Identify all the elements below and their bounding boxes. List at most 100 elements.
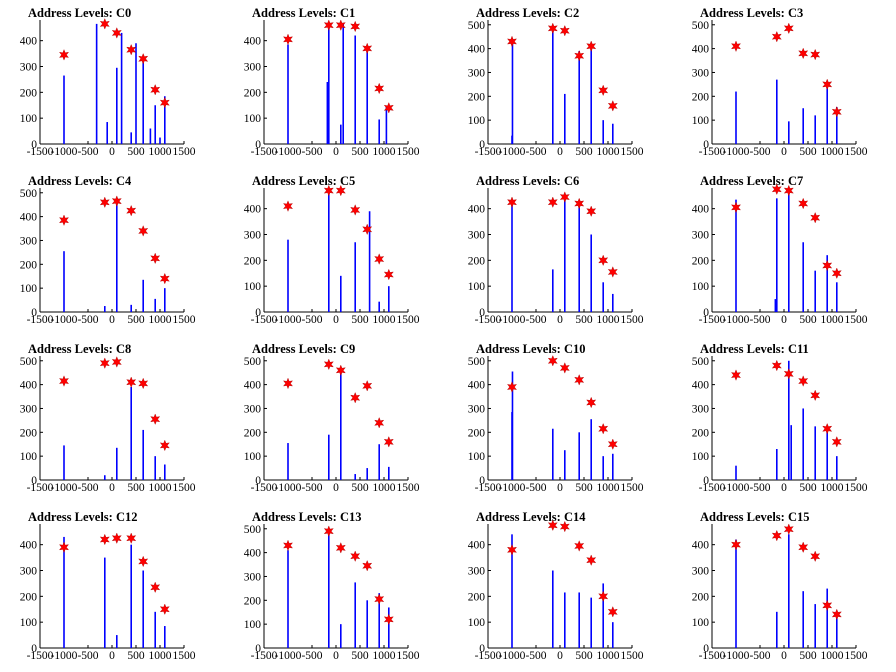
bar <box>802 242 804 312</box>
x-tick-label: 500 <box>575 482 593 494</box>
chart-title: Address Levels: C12 <box>28 510 138 524</box>
x-tick-label: -1000 <box>275 650 302 662</box>
y-tick-label: 500 <box>244 356 262 368</box>
y-tick-label: 300 <box>468 566 486 578</box>
star-icon <box>335 184 346 197</box>
y-tick-label: 200 <box>692 427 710 439</box>
x-tick-label: 500 <box>351 314 369 326</box>
star-icon <box>810 211 821 224</box>
star-icon <box>283 377 293 390</box>
star-icon <box>771 183 782 196</box>
bar <box>836 456 838 480</box>
x-tick-label: 1500 <box>397 650 420 662</box>
x-tick-label: -1500 <box>27 314 54 326</box>
star-icon <box>362 223 373 236</box>
y-tick-label: 0 <box>703 475 709 487</box>
y-tick-label: 200 <box>468 427 486 439</box>
bar <box>735 465 737 480</box>
y-tick-label: 300 <box>244 571 262 583</box>
star-icon <box>126 204 137 217</box>
star-icon <box>783 22 794 35</box>
x-tick-label: -1500 <box>475 650 502 662</box>
chart-panel-4: Address Levels: C4 0 100 200 300 400 500 -1500-… <box>0 168 224 336</box>
chart-title: Address Levels: C1 <box>252 6 356 20</box>
y-tick-label: 100 <box>468 617 486 629</box>
y-tick-label: 300 <box>692 566 710 578</box>
x-tick-label: -500 <box>525 650 546 662</box>
bar <box>836 107 838 144</box>
bar <box>590 234 592 312</box>
y-tick-label: 500 <box>692 20 710 32</box>
y-tick-label: 0 <box>479 307 485 319</box>
x-tick-label: -1000 <box>275 314 302 326</box>
x-tick-label: 0 <box>557 482 563 494</box>
y-tick-label: 0 <box>255 643 261 655</box>
bar <box>63 536 65 648</box>
x-tick-label: -1000 <box>51 314 78 326</box>
x-tick-label: -500 <box>749 482 770 494</box>
x-tick-label: -1000 <box>51 482 78 494</box>
x-tick-label: 500 <box>127 482 145 494</box>
star-icon <box>607 438 618 450</box>
star-icon <box>59 541 69 554</box>
bar <box>120 32 123 144</box>
star-icon <box>138 225 149 237</box>
star-icon <box>586 40 597 52</box>
x-tick-label: -500 <box>525 482 546 494</box>
x-tick-label: 1000 <box>821 146 844 158</box>
star-icon <box>831 267 842 280</box>
y-tick-label: 500 <box>244 524 262 536</box>
x-tick-label: -1000 <box>723 314 750 326</box>
bar <box>590 419 592 480</box>
bar <box>578 51 580 144</box>
y-tick-label: 400 <box>692 380 710 392</box>
star-icon <box>731 538 741 551</box>
bar <box>328 190 330 312</box>
bar <box>142 58 144 144</box>
x-tick-label: 1500 <box>173 146 196 158</box>
chart-title: Address Levels: C4 <box>28 174 132 188</box>
bar <box>287 44 289 144</box>
bar <box>564 93 566 144</box>
bar <box>164 464 166 480</box>
x-tick-label: 1500 <box>621 482 644 494</box>
star-icon <box>598 84 609 97</box>
x-tick-label: -1500 <box>251 146 278 158</box>
x-tick-label: 500 <box>799 482 817 494</box>
star-icon <box>559 191 570 203</box>
star-icon <box>783 368 794 380</box>
x-tick-label: -1500 <box>475 314 502 326</box>
y-tick-label: 300 <box>244 230 262 242</box>
y-tick-label: 500 <box>468 356 486 368</box>
star-icon <box>586 205 597 218</box>
bar <box>378 119 380 144</box>
x-tick-label: 1000 <box>821 314 844 326</box>
star-icon <box>150 83 161 96</box>
star-icon <box>771 359 782 372</box>
bar <box>564 450 566 480</box>
y-tick-label: 300 <box>20 235 38 247</box>
star-icon <box>831 436 842 448</box>
star-icon <box>126 376 137 388</box>
x-tick-label: -500 <box>749 146 770 158</box>
bar <box>511 534 513 648</box>
chart-panel-7: Address Levels: C7 0 100 200 300 400 -1500 -100… <box>672 168 896 336</box>
chart-plot: 0 100 200 300 400 500 -1500-1000 -500 0 500 1000 15… <box>468 20 644 158</box>
star-icon <box>138 52 149 65</box>
bar <box>552 27 554 144</box>
bar <box>340 275 342 312</box>
x-tick-label: 1000 <box>821 482 844 494</box>
x-tick-label: 0 <box>557 650 563 662</box>
x-tick-label: 0 <box>109 482 115 494</box>
star-icon <box>607 100 618 112</box>
x-tick-label: 0 <box>781 146 787 158</box>
bar <box>776 79 778 144</box>
chart-title: Address Levels: C8 <box>28 342 132 356</box>
y-tick-label: 100 <box>20 617 38 629</box>
x-tick-label: 0 <box>557 146 563 158</box>
x-tick-label: -500 <box>77 314 98 326</box>
bar <box>802 591 804 648</box>
bar <box>368 211 371 312</box>
y-tick-label: 100 <box>244 451 262 463</box>
star-icon <box>283 200 293 212</box>
